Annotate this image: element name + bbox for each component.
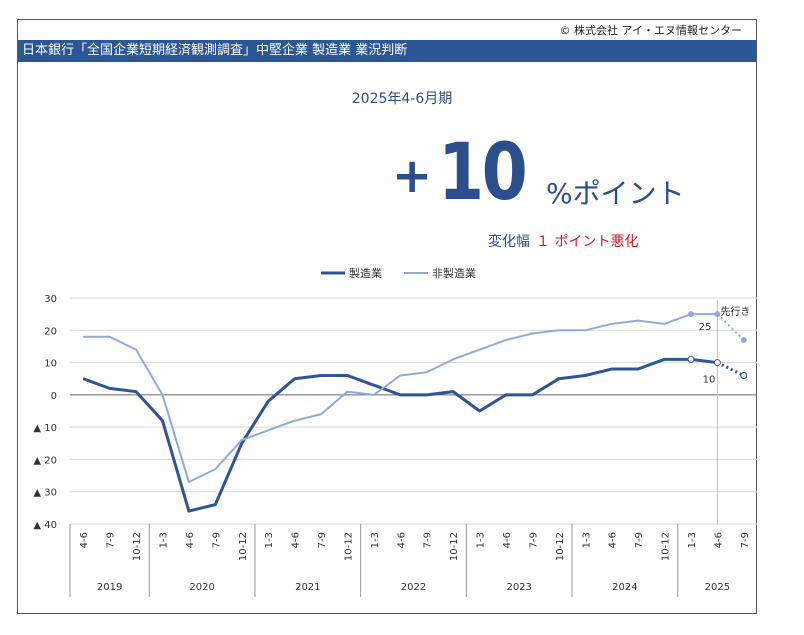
x-tick-label: 1-3	[687, 532, 698, 548]
forecast-point	[740, 336, 747, 343]
forecast-non-manufacturing-line	[716, 313, 745, 341]
non-manufacturing-current-label: 25	[699, 322, 712, 333]
copyright-notice: © 株式会社 アイ・エヌ情報センター	[559, 24, 742, 37]
x-tick-label: 1-3	[264, 532, 275, 548]
y-tick-label: 20	[44, 326, 57, 337]
x-tick-label: 7-9	[634, 532, 645, 548]
change-label: 変化幅	[488, 234, 530, 250]
x-tick-label: 7-9	[528, 532, 539, 548]
x-tick-label: 4-6	[608, 532, 619, 548]
series-manufacturing-line	[82, 357, 718, 513]
x-tick-label: 10-12	[343, 532, 354, 561]
data-point	[714, 311, 721, 318]
headline-change: 変化幅 １ ポイント悪化	[488, 231, 638, 251]
y-tick-label: ▲ 30	[33, 488, 57, 499]
headline-sign: +	[392, 148, 433, 204]
y-tick-label: ▲ 20	[33, 455, 57, 466]
headline-value: 10	[438, 128, 528, 218]
data-point	[687, 355, 695, 363]
x-tick-label: 1-3	[370, 532, 381, 548]
chart-frame	[17, 19, 757, 614]
x-tick-label: 4-6	[79, 532, 90, 548]
headline-period: 2025年4-6月期	[351, 91, 453, 107]
x-tick-label: 7-9	[211, 532, 222, 548]
year-label: 2022	[401, 582, 426, 593]
legend-non-manufacturing-label: 非製造業	[432, 266, 476, 280]
x-tick-label: 4-6	[291, 532, 302, 548]
y-tick-label: ▲ 40	[33, 520, 57, 531]
x-tick-label: 4-6	[502, 532, 513, 548]
change-value: １ ポイント悪化	[536, 234, 639, 250]
x-tick-label: 7-9	[317, 532, 328, 548]
forecast-manufacturing-line	[716, 361, 745, 377]
x-tick-label: 4-6	[396, 532, 407, 548]
year-label: 2025	[705, 582, 730, 593]
x-tick-label: 1-3	[158, 532, 169, 548]
header-title: 日本銀行「全国企業短期経済観測調査」中堅企業 製造業 業況判断	[18, 40, 756, 62]
x-tick-label: 1-3	[476, 532, 487, 548]
year-label: 2024	[612, 582, 637, 593]
data-point	[713, 359, 721, 367]
x-tick-label: 4-6	[185, 532, 196, 548]
forecast-point	[740, 371, 748, 379]
y-tick-label: 0	[51, 391, 57, 402]
manufacturing-current-label: 10	[703, 375, 716, 386]
x-tick-label: 4-6	[713, 532, 724, 548]
y-tick-label: 30	[44, 294, 57, 305]
headline-unit: %ポイント	[546, 177, 685, 210]
year-label: 2020	[189, 582, 214, 593]
x-tick-label: 1-3	[581, 532, 592, 548]
x-tick-label: 10-12	[238, 532, 249, 561]
legend-manufacturing-label: 製造業	[349, 266, 382, 280]
data-point	[687, 311, 694, 318]
y-tick-label: 10	[44, 359, 57, 370]
x-tick-label: 7-9	[106, 532, 117, 548]
series-non-manufacturing-line	[83, 313, 718, 484]
x-tick-label: 7-9	[423, 532, 434, 548]
year-label: 2023	[506, 582, 531, 593]
x-tick-label: 10-12	[661, 532, 672, 561]
forecast-label: 先行き	[720, 305, 750, 318]
x-tick-label: 10-12	[555, 532, 566, 561]
x-tick-label: 10-12	[449, 532, 460, 561]
x-tick-label: 10-12	[132, 532, 143, 561]
year-label: 2019	[97, 582, 122, 593]
y-tick-label: ▲ 10	[33, 423, 57, 434]
year-label: 2021	[295, 582, 320, 593]
x-tick-label: 7-9	[740, 532, 751, 548]
